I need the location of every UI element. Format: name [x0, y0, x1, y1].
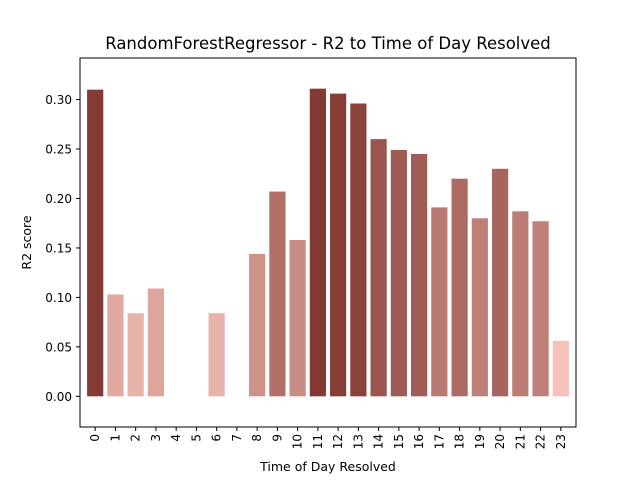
bars-group	[87, 88, 569, 397]
bar-hour-13	[350, 103, 367, 397]
y-tick-label: 0.20	[45, 192, 72, 206]
bar-hour-12	[330, 93, 347, 397]
bar-hour-2	[127, 313, 144, 397]
y-axis-ticks: 0.00 0.05 0.10 0.15 0.20 0.25 0.30	[45, 93, 80, 404]
x-tick-label: 13	[351, 434, 365, 449]
x-tick-label: 20	[493, 434, 507, 449]
x-tick-label: 22	[534, 434, 548, 449]
y-tick-label: 0.15	[45, 241, 72, 255]
y-tick-label: 0.25	[45, 143, 72, 157]
y-tick-label: 0.10	[45, 291, 72, 305]
x-tick-label: 17	[432, 434, 446, 449]
bar-hour-20	[491, 168, 509, 397]
bar-hour-19	[471, 218, 488, 397]
x-tick-label: 21	[513, 434, 527, 449]
x-tick-label: 16	[412, 434, 426, 449]
x-tick-label: 1	[108, 434, 122, 442]
bar-hour-1	[107, 294, 124, 397]
bar-hour-10	[289, 240, 306, 397]
y-axis-label: R2 score	[19, 215, 34, 270]
x-tick-label: 15	[392, 434, 406, 449]
chart-title: RandomForestRegressor - R2 to Time of Da…	[105, 34, 551, 53]
x-tick-label: 14	[372, 434, 386, 449]
x-axis-ticks: 0 1 2 3 4 5 6 7 8 9 10 11 12 13 14 15 16 17 18 19 20 21 22 23	[88, 427, 568, 449]
y-tick-label: 0.00	[45, 390, 72, 404]
y-tick-label: 0.30	[45, 93, 72, 107]
x-tick-label: 6	[210, 434, 224, 442]
bar-hour-14	[370, 139, 387, 397]
bar-hour-0	[87, 89, 104, 397]
x-tick-label: 18	[453, 434, 467, 449]
bar-hour-15	[390, 150, 407, 397]
x-tick-label: 10	[291, 434, 305, 449]
x-tick-label: 5	[189, 434, 203, 442]
bar-hour-17	[431, 207, 448, 397]
x-tick-label: 12	[331, 434, 345, 449]
bar-hour-22	[532, 221, 549, 397]
x-tick-label: 8	[250, 434, 264, 442]
x-tick-label: 3	[149, 434, 163, 442]
x-tick-label: 9	[270, 434, 284, 442]
x-tick-label: 2	[129, 434, 143, 442]
bar-hour-11	[309, 88, 326, 397]
x-tick-label: 19	[473, 434, 487, 449]
bar-hour-9	[269, 191, 286, 397]
plot-frame	[79, 57, 577, 428]
x-tick-label: 11	[311, 434, 325, 449]
bar-hour-6	[208, 313, 225, 397]
x-tick-label: 7	[230, 434, 244, 442]
y-tick-label: 0.05	[45, 340, 72, 354]
bar-hour-8	[249, 253, 266, 397]
bar-hour-23	[552, 340, 569, 397]
x-axis-label: Time of Day Resolved	[259, 459, 396, 474]
bar-hour-21	[512, 211, 529, 397]
x-tick-label: 4	[169, 434, 183, 442]
x-tick-label: 23	[554, 434, 568, 449]
x-tick-label: 0	[88, 434, 102, 442]
bar-hour-16	[411, 153, 428, 397]
bar-hour-18	[451, 178, 468, 397]
bar-hour-3	[147, 288, 165, 397]
